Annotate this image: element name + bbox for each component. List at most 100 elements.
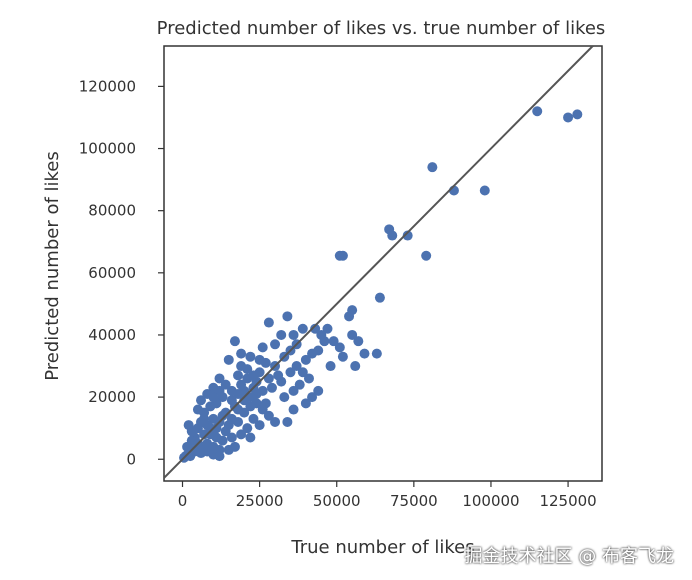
y-tick-label: 100000 — [79, 140, 136, 158]
scatter-point — [313, 345, 324, 356]
scatter-point — [421, 250, 432, 261]
scatter-point — [236, 429, 247, 440]
scatter-point — [353, 336, 364, 347]
scatter-point — [402, 230, 413, 241]
scatter-point — [325, 361, 336, 372]
scatter-point — [248, 413, 259, 424]
chart-title: Predicted number of likes vs. true numbe… — [157, 18, 606, 39]
scatter-point — [359, 348, 370, 359]
scatter-point — [387, 230, 398, 241]
scatter-point — [211, 423, 222, 434]
scatter-point — [214, 385, 225, 396]
scatter-point — [208, 413, 219, 424]
scatter-point — [223, 354, 234, 365]
scatter-point — [307, 392, 318, 403]
scatter-point — [282, 311, 293, 322]
scatter-point — [248, 370, 259, 381]
scatter-point — [337, 250, 348, 261]
identity-reference-line — [164, 46, 594, 479]
scatter-point — [347, 329, 358, 340]
y-tick-label: 40000 — [88, 326, 136, 344]
scatter-point — [220, 379, 231, 390]
y-tick-label: 60000 — [88, 264, 136, 282]
x-tick-label: 50000 — [313, 492, 361, 510]
scatter-point — [229, 441, 240, 452]
scatter-point — [239, 395, 250, 406]
scatter-point — [288, 385, 299, 396]
scatter-point — [257, 385, 268, 396]
scatter-point — [297, 367, 308, 378]
scatter-point — [196, 395, 207, 406]
scatter-point — [229, 336, 240, 347]
scatter-point — [288, 404, 299, 415]
scatter-point — [334, 342, 345, 353]
y-tick-label: 120000 — [79, 77, 136, 95]
scatter-point — [236, 361, 247, 372]
scatter-point — [479, 185, 490, 196]
scatter-point — [182, 441, 193, 452]
scatter-point — [208, 392, 219, 403]
x-tick-label: 125000 — [539, 492, 596, 510]
scatter-point — [337, 351, 348, 362]
scatter-point — [279, 392, 290, 403]
x-tick-label: 100000 — [462, 492, 519, 510]
scatter-point — [205, 401, 216, 412]
scatter-point — [276, 329, 287, 340]
scatter-point — [285, 367, 296, 378]
scatter-point — [263, 317, 274, 328]
scatter-point — [254, 420, 265, 431]
scatter-point — [254, 354, 265, 365]
scatter-point — [266, 382, 277, 393]
scatter-point — [427, 162, 438, 173]
scatter-point — [572, 109, 583, 120]
scatter-point — [344, 311, 355, 322]
y-tick-label: 20000 — [88, 388, 136, 406]
scatter-point — [245, 401, 256, 412]
scatter-point — [263, 410, 274, 421]
scatter-point — [282, 416, 293, 427]
scatter-point — [270, 416, 281, 427]
plot-area: 0 25000 50000 75000 100000 125000 0 20000 40000 6… — [79, 45, 603, 510]
y-tick-label: 80000 — [88, 202, 136, 220]
x-tick-label: 25000 — [236, 492, 284, 510]
scatter-point — [214, 451, 225, 462]
scatter-point — [217, 435, 228, 446]
scatter-point — [310, 323, 321, 334]
scatter-point — [313, 385, 324, 396]
x-tick-label: 75000 — [390, 492, 438, 510]
plot-frame — [163, 45, 603, 482]
scatter-point — [303, 373, 314, 384]
scatter-point — [297, 323, 308, 334]
scatter-point — [226, 432, 237, 443]
scatter-point — [563, 112, 574, 123]
scatter-point — [199, 413, 210, 424]
scatter-point — [300, 398, 311, 409]
scatter-point — [276, 376, 287, 387]
scatter-point — [260, 398, 271, 409]
scatter-point — [192, 404, 203, 415]
scatter-point — [236, 379, 247, 390]
scatter-point — [226, 395, 237, 406]
scatter-point — [350, 361, 361, 372]
scatter-point — [371, 348, 382, 359]
scatter-point — [233, 389, 244, 399]
scatter-point — [291, 361, 302, 372]
scatter-point — [288, 329, 299, 340]
scatter-point — [242, 423, 253, 434]
x-axis-title: True number of likes — [290, 537, 474, 558]
y-tick-label: 0 — [126, 450, 136, 468]
scatter-point — [257, 342, 268, 353]
scatter-point — [245, 351, 256, 362]
scatter-point — [183, 420, 194, 431]
scatter-point — [532, 106, 543, 117]
scatter-point — [374, 292, 385, 303]
scatter-point — [294, 379, 305, 390]
scatter-point — [270, 339, 281, 350]
scatter-point — [245, 432, 256, 443]
scatter-point — [328, 336, 339, 347]
scatter-point — [220, 426, 231, 437]
scatter-point — [316, 329, 327, 340]
scatter-point — [322, 323, 333, 334]
watermark-text: 掘金技术社区 @ 布客飞龙 — [464, 546, 674, 567]
